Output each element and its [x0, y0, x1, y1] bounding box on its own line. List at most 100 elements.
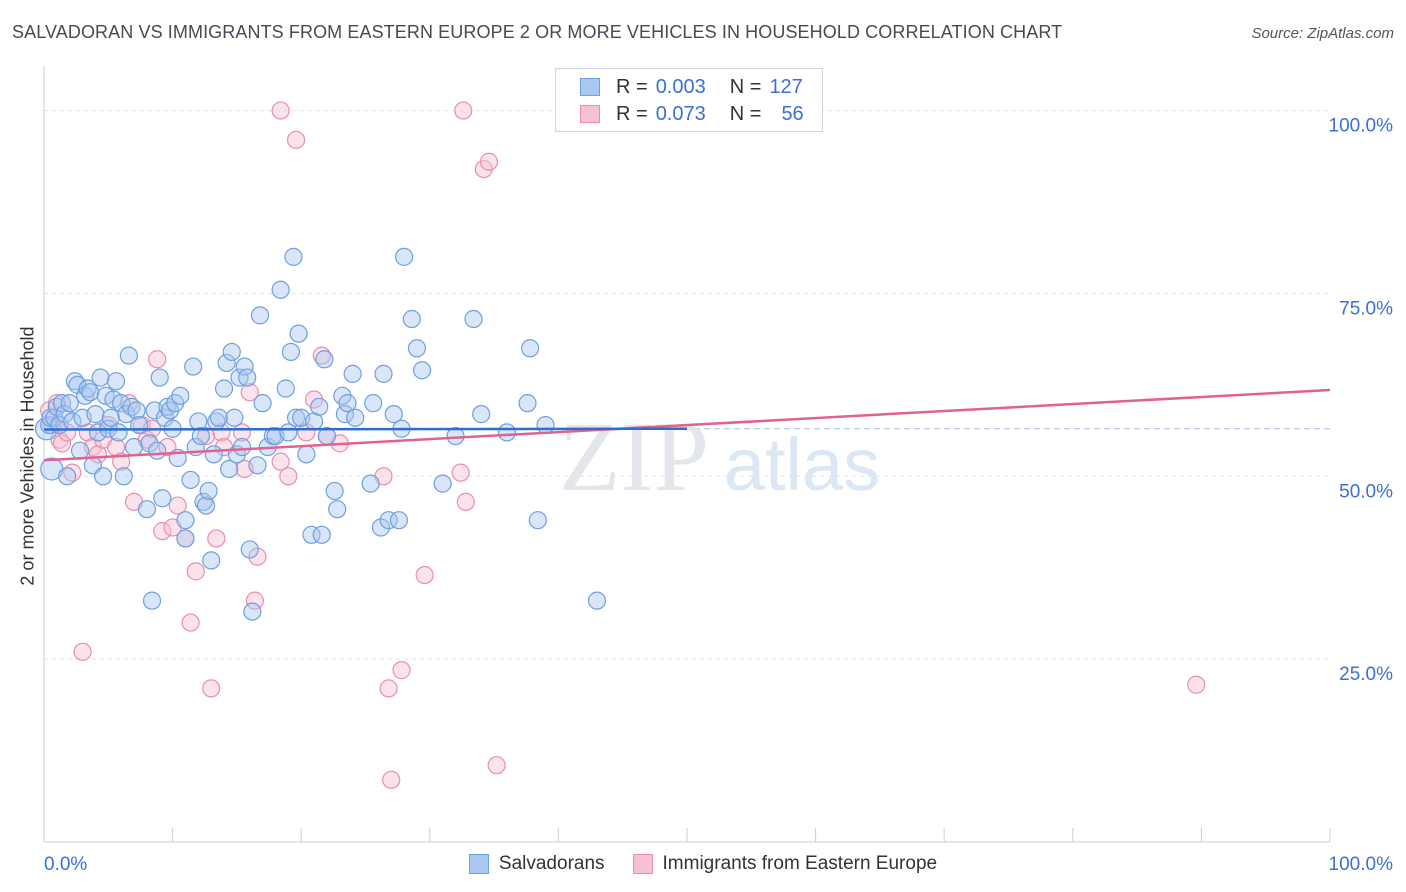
- data-point-eastern-europe: [379, 679, 398, 698]
- data-point-salvadorans: [297, 445, 316, 464]
- watermark: ZIP atlas: [559, 401, 880, 512]
- data-point-eastern-europe: [207, 529, 226, 548]
- axes: [43, 66, 1331, 843]
- data-point-salvadorans: [94, 467, 113, 486]
- data-point-salvadorans: [394, 247, 414, 266]
- legend-r-label: R =: [616, 75, 648, 98]
- data-point-salvadorans: [433, 474, 452, 493]
- data-point-salvadorans: [204, 445, 223, 464]
- data-point-salvadorans: [346, 408, 365, 427]
- legend-swatch-blue: [580, 78, 600, 96]
- legend-item-salvadorans[interactable]: Salvadorans: [468, 853, 605, 875]
- data-point-eastern-europe: [392, 661, 411, 680]
- data-point-salvadorans: [124, 437, 144, 457]
- data-point-salvadorans: [518, 394, 537, 413]
- data-point-salvadorans: [338, 394, 357, 413]
- data-point-eastern-europe: [52, 434, 72, 453]
- data-point-eastern-europe: [382, 770, 401, 789]
- data-point-salvadorans: [248, 456, 267, 475]
- data-point-salvadorans: [184, 357, 203, 376]
- data-point-salvadorans: [230, 368, 249, 387]
- data-point-salvadorans: [235, 357, 254, 376]
- data-point-salvadorans: [58, 467, 77, 486]
- data-point-salvadorans: [389, 511, 409, 530]
- data-point-salvadorans: [55, 405, 74, 424]
- data-point-salvadorans: [106, 372, 126, 391]
- data-point-eastern-europe: [240, 383, 259, 402]
- data-point-salvadorans: [281, 342, 301, 362]
- data-point-salvadorans: [148, 441, 167, 460]
- data-point-salvadorans: [587, 591, 607, 610]
- data-point-salvadorans: [81, 383, 100, 402]
- legend-row-salvadorans: R = 0.003 N = 127: [556, 73, 803, 101]
- watermark-zip: ZIP: [559, 401, 709, 512]
- legend-swatch-pink: [580, 105, 600, 123]
- legend-swatch-blue: [468, 854, 489, 874]
- x-tick-label: 100.0%: [1329, 854, 1394, 875]
- source-label: Source: ZipAtlas.com: [1251, 25, 1394, 42]
- data-point-salvadorans: [181, 470, 200, 490]
- data-point-eastern-europe: [73, 642, 92, 661]
- data-point-salvadorans: [364, 394, 383, 413]
- legend-n-label: N =: [729, 75, 762, 98]
- correlation-legend: R = 0.003 N = 127 R = 0.073 N = 56: [555, 68, 823, 132]
- data-point-salvadorans: [407, 339, 427, 358]
- data-point-eastern-europe: [168, 496, 187, 515]
- data-point-salvadorans: [137, 500, 156, 519]
- data-point-salvadorans: [171, 386, 190, 405]
- data-point-salvadorans: [402, 309, 421, 329]
- data-point-salvadorans: [521, 339, 540, 358]
- legend-n-value: 127: [769, 75, 803, 98]
- legend-r-label: R =: [616, 102, 648, 125]
- data-point-salvadorans: [142, 591, 162, 610]
- data-point-salvadorans: [289, 324, 308, 343]
- data-point-salvadorans: [238, 368, 257, 387]
- data-point-salvadorans: [214, 379, 234, 398]
- y-axis-label: 2 or more Vehicles in Household: [17, 326, 38, 586]
- data-point-salvadorans: [361, 474, 380, 493]
- data-point-salvadorans: [176, 529, 195, 548]
- data-point-salvadorans: [222, 342, 241, 362]
- data-point-eastern-europe: [456, 492, 475, 511]
- data-point-eastern-europe: [415, 565, 434, 585]
- data-point-salvadorans: [343, 364, 362, 383]
- data-point-salvadorans: [371, 518, 391, 537]
- data-point-eastern-europe: [248, 547, 267, 566]
- chart-title: SALVADORAN VS IMMIGRANTS FROM EASTERN EU…: [12, 22, 1063, 42]
- data-point-salvadorans: [202, 551, 221, 570]
- data-point-salvadorans: [191, 426, 210, 446]
- legend-item-eastern-europe[interactable]: Immigrants from Eastern Europe: [632, 853, 937, 875]
- data-point-salvadorans: [374, 364, 393, 383]
- data-point-eastern-europe: [271, 452, 290, 471]
- data-point-salvadorans: [217, 353, 236, 373]
- data-point-salvadorans: [379, 511, 398, 530]
- data-point-eastern-europe: [279, 467, 298, 486]
- data-point-eastern-europe: [186, 562, 205, 581]
- y-tick-label: 25.0%: [1339, 664, 1393, 685]
- y-tick-label: 75.0%: [1339, 298, 1393, 319]
- series-eastern-europe-points: [40, 101, 1206, 789]
- tick-labels: 25.0% 50.0% 75.0% 100.0% 0.0% 100.0%: [44, 116, 1393, 875]
- data-point-salvadorans: [240, 540, 259, 559]
- data-point-eastern-europe: [451, 463, 470, 482]
- data-point-salvadorans: [119, 346, 138, 365]
- data-point-eastern-europe: [479, 152, 499, 171]
- legend-n-value: 56: [781, 102, 804, 125]
- data-point-salvadorans: [536, 415, 555, 435]
- data-point-salvadorans: [312, 525, 331, 544]
- data-point-salvadorans: [328, 500, 347, 519]
- data-point-salvadorans: [302, 525, 321, 544]
- data-point-salvadorans: [86, 405, 105, 424]
- data-point-salvadorans: [60, 394, 79, 413]
- data-point-salvadorans: [176, 511, 195, 530]
- data-point-salvadorans: [88, 423, 108, 442]
- data-point-salvadorans: [153, 489, 172, 508]
- data-point-salvadorans: [225, 408, 244, 427]
- data-point-eastern-europe: [286, 130, 306, 149]
- data-point-eastern-europe: [487, 756, 506, 775]
- data-point-salvadorans: [243, 602, 262, 621]
- x-tick-label: 0.0%: [44, 854, 87, 875]
- data-point-salvadorans: [384, 405, 403, 424]
- data-point-eastern-europe: [454, 101, 473, 120]
